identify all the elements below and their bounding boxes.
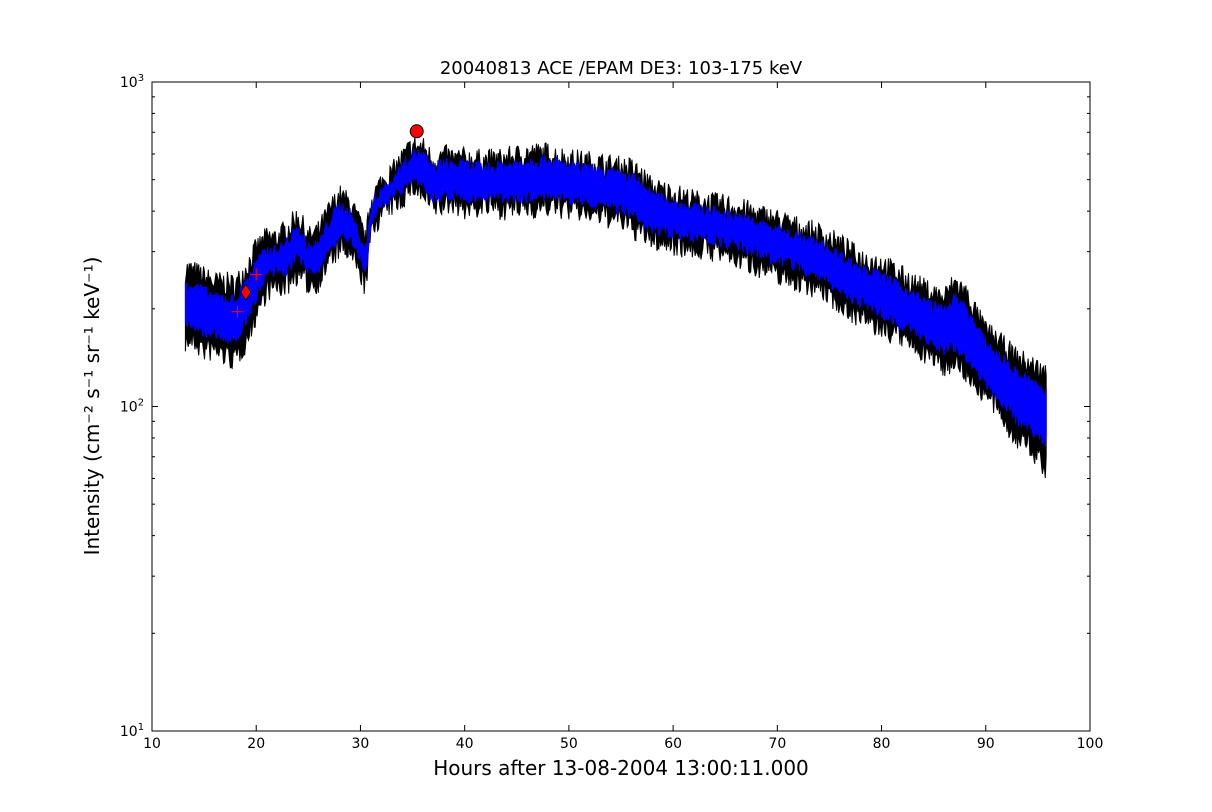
x-axis-label: Hours after 13-08-2004 13:00:11.000	[433, 756, 809, 780]
x-tick-label: 30	[352, 736, 370, 752]
y-axis-label: Intensity (cm⁻² s⁻¹ sr⁻¹ keV⁻¹)	[80, 257, 104, 556]
x-tick-label: 50	[560, 736, 578, 752]
y-tick-label: 102	[120, 398, 144, 416]
x-tick-label: 10	[143, 736, 161, 752]
x-tick-label: 70	[768, 736, 786, 752]
peak-marker	[409, 124, 424, 139]
onset-diamond-marker	[240, 283, 252, 301]
x-tick-label: 40	[456, 736, 474, 752]
plus-marker	[231, 305, 244, 318]
x-tick-label: 80	[873, 736, 891, 752]
x-tick-label: 60	[664, 736, 682, 752]
data-layer	[184, 137, 1047, 479]
x-tick-label: 100	[1077, 736, 1104, 752]
x-tick-label: 20	[247, 736, 265, 752]
chart-title: 20040813 ACE /EPAM DE3: 103-175 keV	[440, 58, 803, 79]
y-tick-label: 101	[120, 722, 144, 740]
y-tick-label: 103	[120, 73, 144, 91]
marker-layer	[231, 124, 424, 318]
x-tick-label: 90	[977, 736, 995, 752]
intensity-series	[184, 148, 1047, 448]
plus-marker	[250, 268, 263, 281]
axis-layer: 10 20 30 40 50 60 70 80 90 100 101 102 103	[120, 73, 1103, 752]
